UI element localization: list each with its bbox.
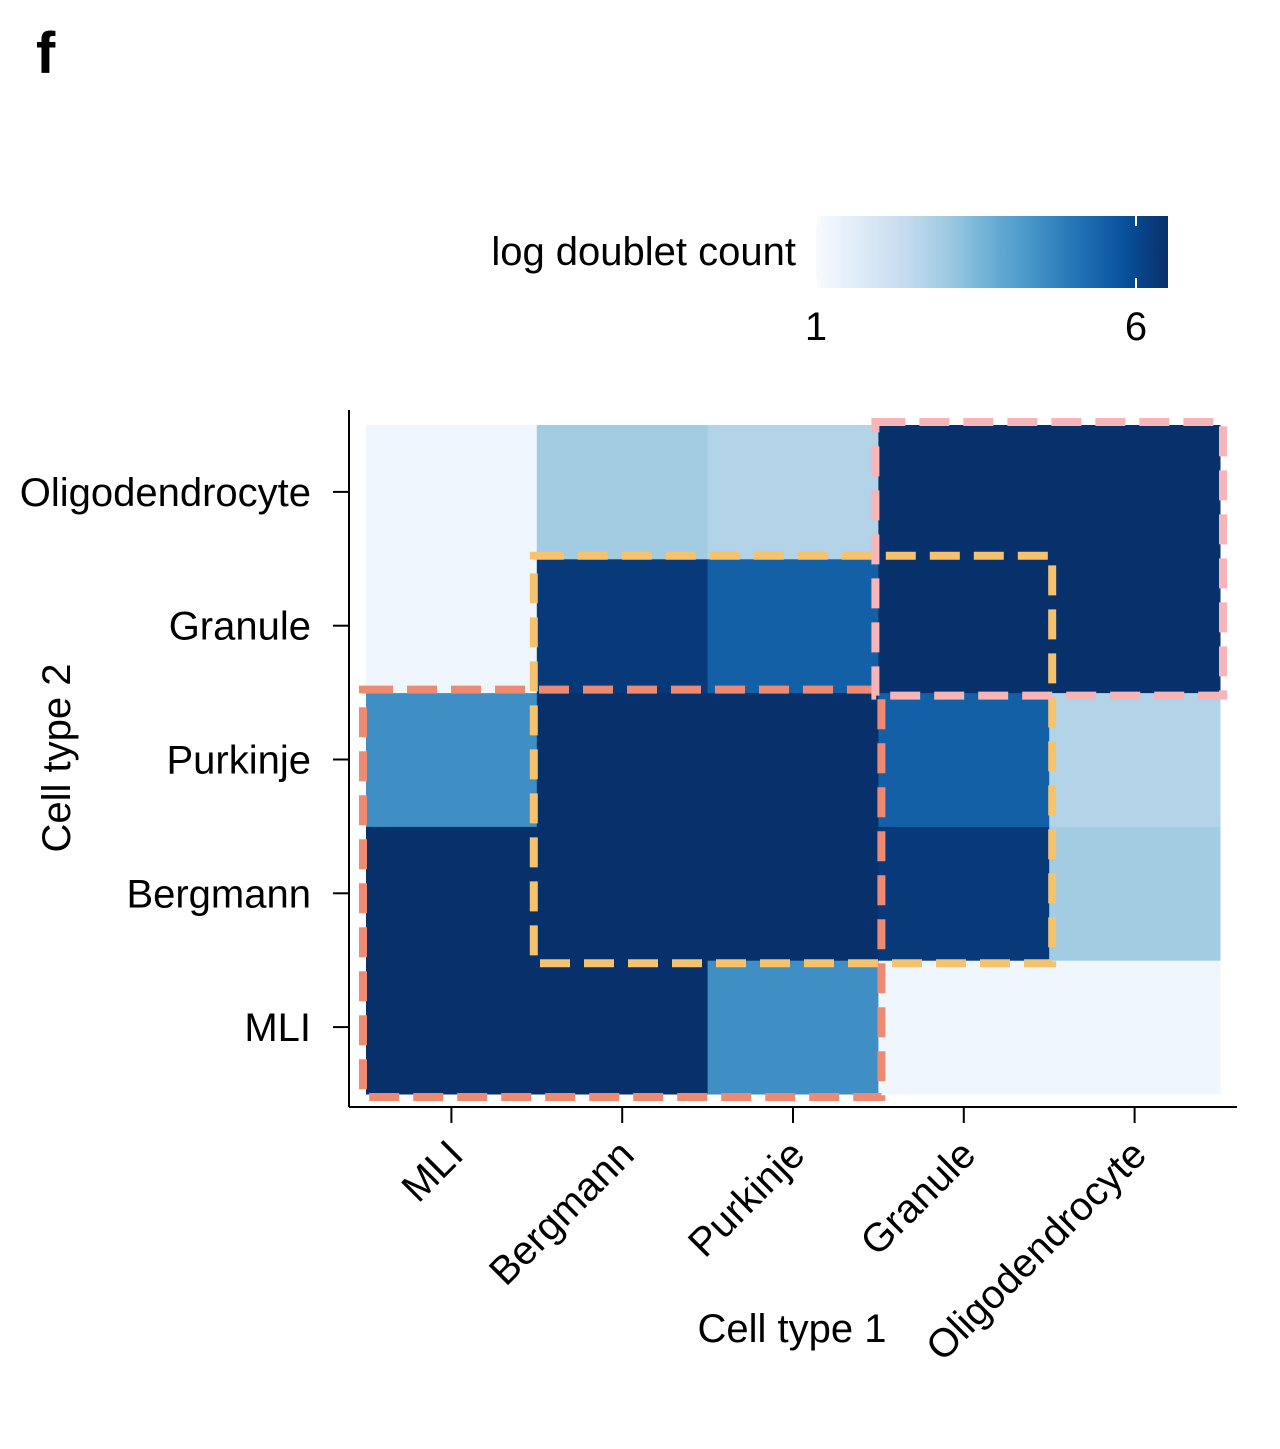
heatmap-cell — [707, 826, 879, 961]
heatmap-cell — [1049, 960, 1221, 1095]
colorbar-tick-label: 6 — [1125, 305, 1147, 349]
heatmap-cell — [707, 692, 879, 827]
heatmap-cell — [1049, 826, 1221, 961]
y-tick-label: Purkinje — [166, 739, 311, 783]
heatmap-cell — [536, 692, 709, 827]
heatmap-cell — [707, 558, 879, 694]
colorbar-title: log doublet count — [491, 230, 796, 274]
group-bergmann-purkinje-granule — [529, 551, 1057, 968]
heatmap-cell — [536, 558, 709, 694]
heatmap-cell — [878, 960, 1050, 1095]
heatmap-cell — [366, 826, 538, 961]
heatmap-cell — [1049, 425, 1221, 560]
heatmap-cell — [536, 960, 709, 1095]
heatmap-cell — [536, 826, 709, 961]
y-tick-label: Granule — [169, 605, 311, 649]
heatmap-cell — [1049, 692, 1221, 827]
y-tick-label: Bergmann — [126, 872, 311, 916]
x-tick-label: Purkinje — [680, 1132, 813, 1265]
heatmap-cell — [366, 558, 538, 694]
x-tick-label: Granule — [852, 1132, 984, 1264]
heatmap-cell — [878, 692, 1050, 827]
heatmap-cell — [707, 960, 879, 1095]
heatmap-cell — [878, 558, 1050, 694]
y-tick-label: Oligodendrocyte — [20, 471, 311, 515]
group-mli-bergmann-purkinje — [359, 685, 886, 1101]
x-tick-label: Bergmann — [481, 1132, 643, 1294]
heatmap-cell — [366, 692, 538, 827]
heatmap-cell — [878, 826, 1050, 961]
y-axis-title: Cell type 2 — [35, 664, 79, 853]
colorbar-tick-label: 1 — [805, 305, 827, 349]
x-tick-label: MLI — [393, 1132, 471, 1210]
panel-label: f — [36, 21, 56, 86]
heatmap-cell — [366, 960, 538, 1095]
heatmap-cell — [707, 425, 879, 560]
group-granule-oligodendrocyte — [871, 418, 1228, 700]
heatmap-cell — [1049, 558, 1221, 694]
colorbar — [816, 216, 1168, 288]
x-axis-title: Cell type 1 — [698, 1307, 887, 1351]
heatmap-cell — [536, 425, 709, 560]
heatmap-cell — [366, 425, 538, 560]
y-tick-label: MLI — [244, 1006, 311, 1050]
heatmap-cell — [878, 425, 1050, 560]
